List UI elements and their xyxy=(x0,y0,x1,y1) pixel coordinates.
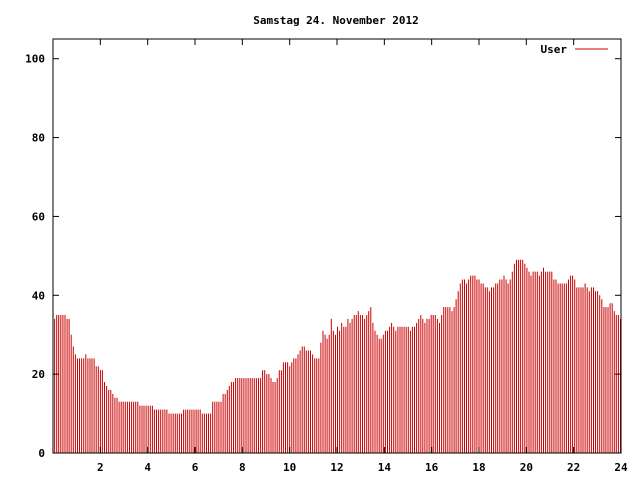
y-tick-label: 0 xyxy=(38,447,45,460)
x-tick-label: 8 xyxy=(239,461,246,474)
y-tick-label: 60 xyxy=(32,210,45,223)
legend: User xyxy=(541,43,608,56)
y-tick-label: 100 xyxy=(25,53,45,66)
x-tick-label: 6 xyxy=(192,461,199,474)
x-tick-label: 20 xyxy=(520,461,533,474)
chart-title: Samstag 24. November 2012 xyxy=(253,14,419,27)
y-tick-label: 20 xyxy=(32,368,45,381)
bar-series-user xyxy=(54,259,621,453)
x-tick-label: 18 xyxy=(472,461,485,474)
x-tick-label: 16 xyxy=(425,461,439,474)
y-tick-label: 40 xyxy=(32,289,45,302)
y-axis: 0 20 40 60 80 100 xyxy=(25,53,621,460)
x-tick-label: 2 xyxy=(97,461,104,474)
x-tick-label: 22 xyxy=(567,461,580,474)
x-tick-label: 10 xyxy=(283,461,296,474)
y-tick-label: 80 xyxy=(32,132,45,145)
x-tick-label: 4 xyxy=(144,461,151,474)
x-tick-label: 14 xyxy=(378,461,392,474)
x-tick-label: 24 xyxy=(614,461,628,474)
x-axis: 2 4 6 8 10 12 14 16 18 20 22 24 xyxy=(97,39,628,474)
legend-label-user: User xyxy=(541,43,568,56)
x-tick-label: 12 xyxy=(330,461,343,474)
